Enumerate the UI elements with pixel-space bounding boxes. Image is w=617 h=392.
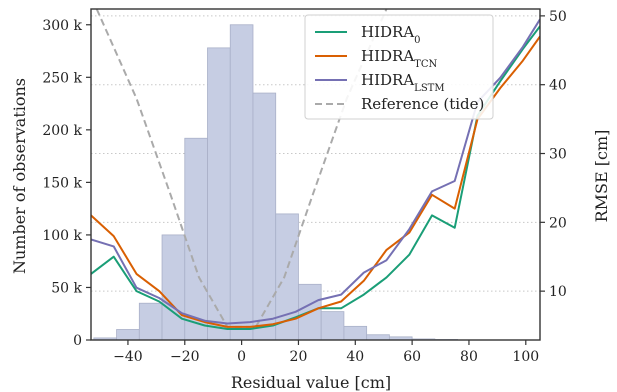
right-axis-title: RMSE [cm] bbox=[592, 130, 611, 223]
left-tick-label: 50 k bbox=[51, 280, 82, 296]
left-tick-label: 0 bbox=[73, 333, 82, 349]
left-tick-label: 200 k bbox=[42, 123, 82, 139]
left-tick-label: 300 k bbox=[42, 18, 82, 34]
x-tick-label: 20 bbox=[290, 349, 308, 365]
legend-label: Reference (tide) bbox=[361, 95, 484, 113]
left-tick-label: 150 k bbox=[42, 175, 82, 191]
histogram-bar bbox=[343, 325, 368, 341]
right-axis-ticks: 10 20 30 40 50 bbox=[540, 9, 567, 300]
histogram-bar bbox=[320, 311, 345, 341]
right-tick-label: 50 bbox=[549, 9, 567, 25]
x-tick-label: −40 bbox=[113, 349, 143, 365]
right-tick-label: 30 bbox=[549, 147, 567, 163]
left-axis-ticks: 0 50 k 100 k 150 k 200 k 250 k 300 k bbox=[42, 18, 91, 349]
legend-label: HIDRA0 bbox=[361, 23, 421, 46]
x-tick-label: 80 bbox=[460, 349, 478, 365]
plot-frame bbox=[90, 8, 541, 341]
series-lines bbox=[91, 9, 540, 330]
histogram-bar bbox=[252, 92, 277, 341]
histogram-bar bbox=[161, 234, 186, 341]
x-axis-ticks: −40 −20 0 20 40 60 80 100 bbox=[113, 340, 539, 365]
right-tick-label: 20 bbox=[549, 215, 567, 231]
series-line bbox=[91, 18, 540, 325]
x-tick-label: 0 bbox=[237, 349, 246, 365]
x-axis-title: Residual value [cm] bbox=[231, 373, 391, 392]
series-line bbox=[91, 35, 540, 328]
histogram-bar bbox=[229, 24, 254, 341]
left-tick-label: 250 k bbox=[42, 70, 82, 86]
x-tick-label: 60 bbox=[403, 349, 421, 365]
legend-box bbox=[304, 14, 494, 120]
legend-label-subscript: TCN bbox=[414, 59, 437, 70]
legend-label-subscript: 0 bbox=[414, 35, 420, 46]
left-axis-title: Number of observations bbox=[10, 78, 29, 274]
x-tick-label: −20 bbox=[170, 349, 200, 365]
legend-label-subscript: LSTM bbox=[414, 83, 444, 94]
histogram-bar bbox=[366, 334, 390, 341]
left-tick-label: 100 k bbox=[42, 228, 82, 244]
right-tick-label: 10 bbox=[549, 284, 567, 300]
histogram-bar bbox=[116, 329, 140, 341]
right-tick-label: 40 bbox=[549, 78, 567, 94]
x-tick-label: 100 bbox=[512, 349, 539, 365]
histogram-bar bbox=[184, 137, 208, 341]
x-tick-label: 40 bbox=[346, 349, 364, 365]
histogram-bar bbox=[138, 302, 163, 341]
